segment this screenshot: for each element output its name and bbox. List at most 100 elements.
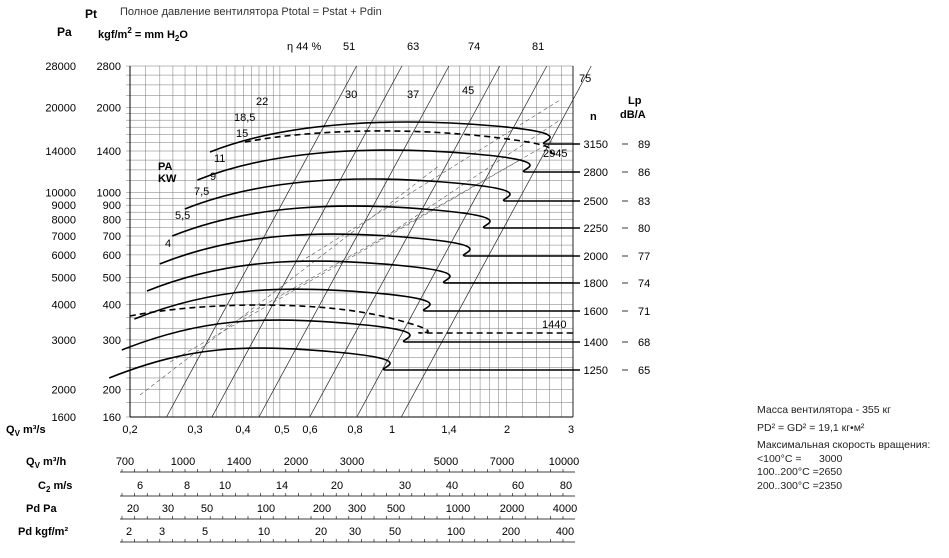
- speed-curve: [108, 347, 580, 379]
- speed-curve-2945: [244, 130, 561, 156]
- scale-tick-label: 50: [389, 526, 401, 538]
- power-label: 22: [256, 96, 268, 108]
- noise-label: 89: [638, 139, 650, 151]
- scale-tick-label: 30: [399, 480, 411, 492]
- y-tick-label-pa: 9000: [52, 200, 76, 212]
- pt-heading: Pt: [85, 7, 97, 21]
- power-line: [139, 164, 441, 396]
- chart-title: Полное давление вентилятора Ptotal = Pst…: [120, 6, 382, 18]
- y-tick-label-kgf: 600: [103, 250, 121, 262]
- y-tick-label-pa: 14000: [45, 146, 76, 158]
- y-tick-label-pa: 1600: [52, 412, 76, 424]
- scale-tick-label: 6: [137, 480, 143, 492]
- y-tick-label-kgf: 1000: [97, 187, 121, 199]
- efficiency-label: η 44 %: [287, 41, 321, 53]
- speed-row: 100..200°C =2650: [757, 466, 843, 478]
- scale-tick-label: 3: [159, 526, 165, 538]
- fan-specs: Масса вентилятора - 355 кг PD² = GD² = 1…: [757, 404, 930, 493]
- scale-label-pd-kgf: Pd kgf/m²: [18, 526, 68, 538]
- x-axis-scales: QV m³/s 0,2 0,3 0,4 0,5 0,6 0,8 1 1,4 2 3 QV m³/h 70…: [6, 424, 580, 543]
- scale-tick-label: 5: [202, 526, 208, 538]
- y-tick-label-kgf: 1400: [97, 146, 121, 158]
- y-tick-label-kgf: 400: [103, 300, 121, 312]
- y-tick-label-pa: 28000: [45, 61, 76, 73]
- noise-label: 65: [638, 365, 650, 377]
- scale-tick-label: 10: [258, 526, 270, 538]
- speed-curve: [159, 233, 580, 265]
- scale-label-pd-pa: Pd Pa: [26, 503, 57, 515]
- speed-curve: [209, 121, 580, 153]
- noise-label: 71: [638, 306, 650, 318]
- y-tick-label-kgf: 900: [103, 200, 121, 212]
- scale-tick-label: 0,2: [122, 424, 137, 436]
- y-tick-label-kgf: 160: [103, 412, 121, 424]
- power-label: 7,5: [194, 186, 209, 198]
- efficiency-label: 63: [407, 41, 419, 53]
- rpm-label: 2500: [584, 196, 608, 208]
- scale-tick-label: 10: [219, 480, 231, 492]
- speed-row: <100°C = 3000: [757, 452, 843, 465]
- scale-tick-label: 8: [184, 480, 190, 492]
- y-tick-label-pa: 7000: [52, 231, 76, 243]
- fan-mass: Масса вентилятора - 355 кг: [757, 404, 891, 416]
- power-label: 37: [407, 89, 419, 101]
- speed-curve-1440: [129, 304, 573, 334]
- y-tick-label-pa: 3000: [52, 335, 76, 347]
- chart-grid: [126, 65, 574, 418]
- rpm-label: 2000: [584, 251, 608, 263]
- scale-tick-label: 1: [389, 424, 395, 436]
- scale-tick-label: 80: [560, 480, 572, 492]
- scale-tick-label: 3000: [340, 456, 364, 468]
- power-label: 15: [236, 128, 248, 140]
- scale-tick-label: 700: [116, 456, 134, 468]
- efficiency-line: [400, 65, 592, 418]
- scale-tick-label: 30: [162, 503, 174, 515]
- y-tick-label-pa: 20000: [45, 102, 76, 114]
- scale-tick-label: 400: [556, 526, 574, 538]
- efficiency-line: [211, 65, 403, 418]
- rpm-label: 2800: [584, 167, 608, 179]
- scale-tick-label: 0,3: [187, 424, 202, 436]
- efficiency-line: [258, 65, 450, 418]
- rpm-label: 3150: [584, 139, 608, 151]
- power-line: [299, 99, 561, 263]
- power-label: 18,5: [234, 112, 255, 124]
- scale-tick-label: 0,8: [347, 424, 362, 436]
- scale-tick-label: 500: [387, 503, 405, 515]
- power-label: 9: [210, 171, 216, 183]
- y-tick-label-pa: 6000: [52, 250, 76, 262]
- scale-label-qv-m3s: QV m³/s: [6, 424, 46, 438]
- scale-tick-label: 5000: [434, 456, 458, 468]
- chart-annotations: η 44 % 51 63 74 81 75 22 30 37 45 18,5 15 11 97,5 5,5 4…: [165, 41, 650, 377]
- y-tick-label-pa: 8000: [52, 215, 76, 227]
- scale-tick-label: 30: [349, 526, 361, 538]
- scale-tick-label: 14: [276, 480, 288, 492]
- scale-tick-label: 1400: [227, 456, 251, 468]
- pa-kw-label-2: KW: [158, 173, 177, 185]
- power-line: [379, 119, 561, 241]
- power-line: [169, 159, 521, 363]
- noise-label: 77: [638, 251, 650, 263]
- speed-curve: [184, 178, 580, 210]
- rpm-label: 1400: [584, 337, 608, 349]
- efficiency-line: [356, 65, 548, 418]
- power-label: 4: [165, 238, 171, 250]
- scale-tick-label: 300: [348, 503, 366, 515]
- efficiency-label: 81: [532, 41, 544, 53]
- scale-tick-label: 1000: [446, 503, 470, 515]
- efficiency-label: 75: [579, 73, 591, 85]
- scale-tick-label: 2000: [500, 503, 524, 515]
- efficiency-label: 74: [468, 41, 480, 53]
- scale-label-c2: C2 m/s: [38, 480, 72, 494]
- scale-tick-label: 4000: [553, 503, 577, 515]
- speed-curve: [146, 260, 580, 292]
- y-tick-label-kgf: 700: [103, 231, 121, 243]
- power-label: 30: [345, 89, 357, 101]
- speed-curve: [134, 288, 580, 320]
- y-tick-label-kgf: 500: [103, 272, 121, 284]
- lp-heading-2: dB/A: [620, 109, 646, 121]
- scale-tick-label: 10000: [549, 456, 580, 468]
- pa-kw-label-1: PA: [158, 161, 173, 173]
- scale-tick-label: 2: [126, 526, 132, 538]
